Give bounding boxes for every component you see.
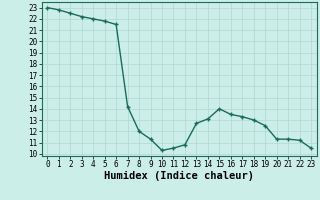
X-axis label: Humidex (Indice chaleur): Humidex (Indice chaleur) — [104, 171, 254, 181]
